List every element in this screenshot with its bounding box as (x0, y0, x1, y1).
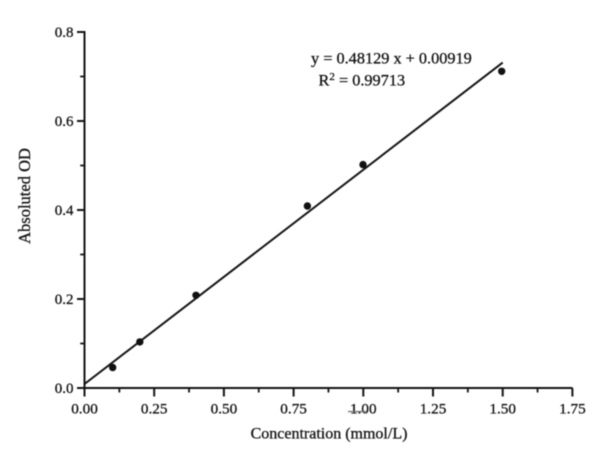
svg-text:0.2: 0.2 (55, 292, 74, 308)
svg-text:0.50: 0.50 (211, 400, 238, 417)
svg-text:0.8: 0.8 (55, 25, 74, 41)
svg-text:0.75: 0.75 (280, 400, 307, 417)
svg-text:0.00: 0.00 (71, 400, 98, 417)
svg-text:R2 = 0.99713: R2 = 0.99713 (319, 71, 406, 90)
svg-text:0.0: 0.0 (55, 381, 74, 397)
svg-text:1.25: 1.25 (420, 400, 447, 417)
svg-text:Concentration (mmol/L): Concentration (mmol/L) (251, 426, 408, 443)
svg-text:1.50: 1.50 (489, 400, 516, 417)
svg-text:1.00: 1.00 (350, 400, 377, 417)
svg-text:0.4: 0.4 (55, 203, 74, 219)
svg-text:y = 0.48129 x + 0.00919: y = 0.48129 x + 0.00919 (311, 49, 472, 68)
svg-text:0.25: 0.25 (141, 400, 168, 417)
svg-text:1.75: 1.75 (559, 400, 586, 417)
svg-text:0.6: 0.6 (55, 114, 74, 130)
svg-text:Absoluted OD: Absoluted OD (15, 148, 34, 244)
